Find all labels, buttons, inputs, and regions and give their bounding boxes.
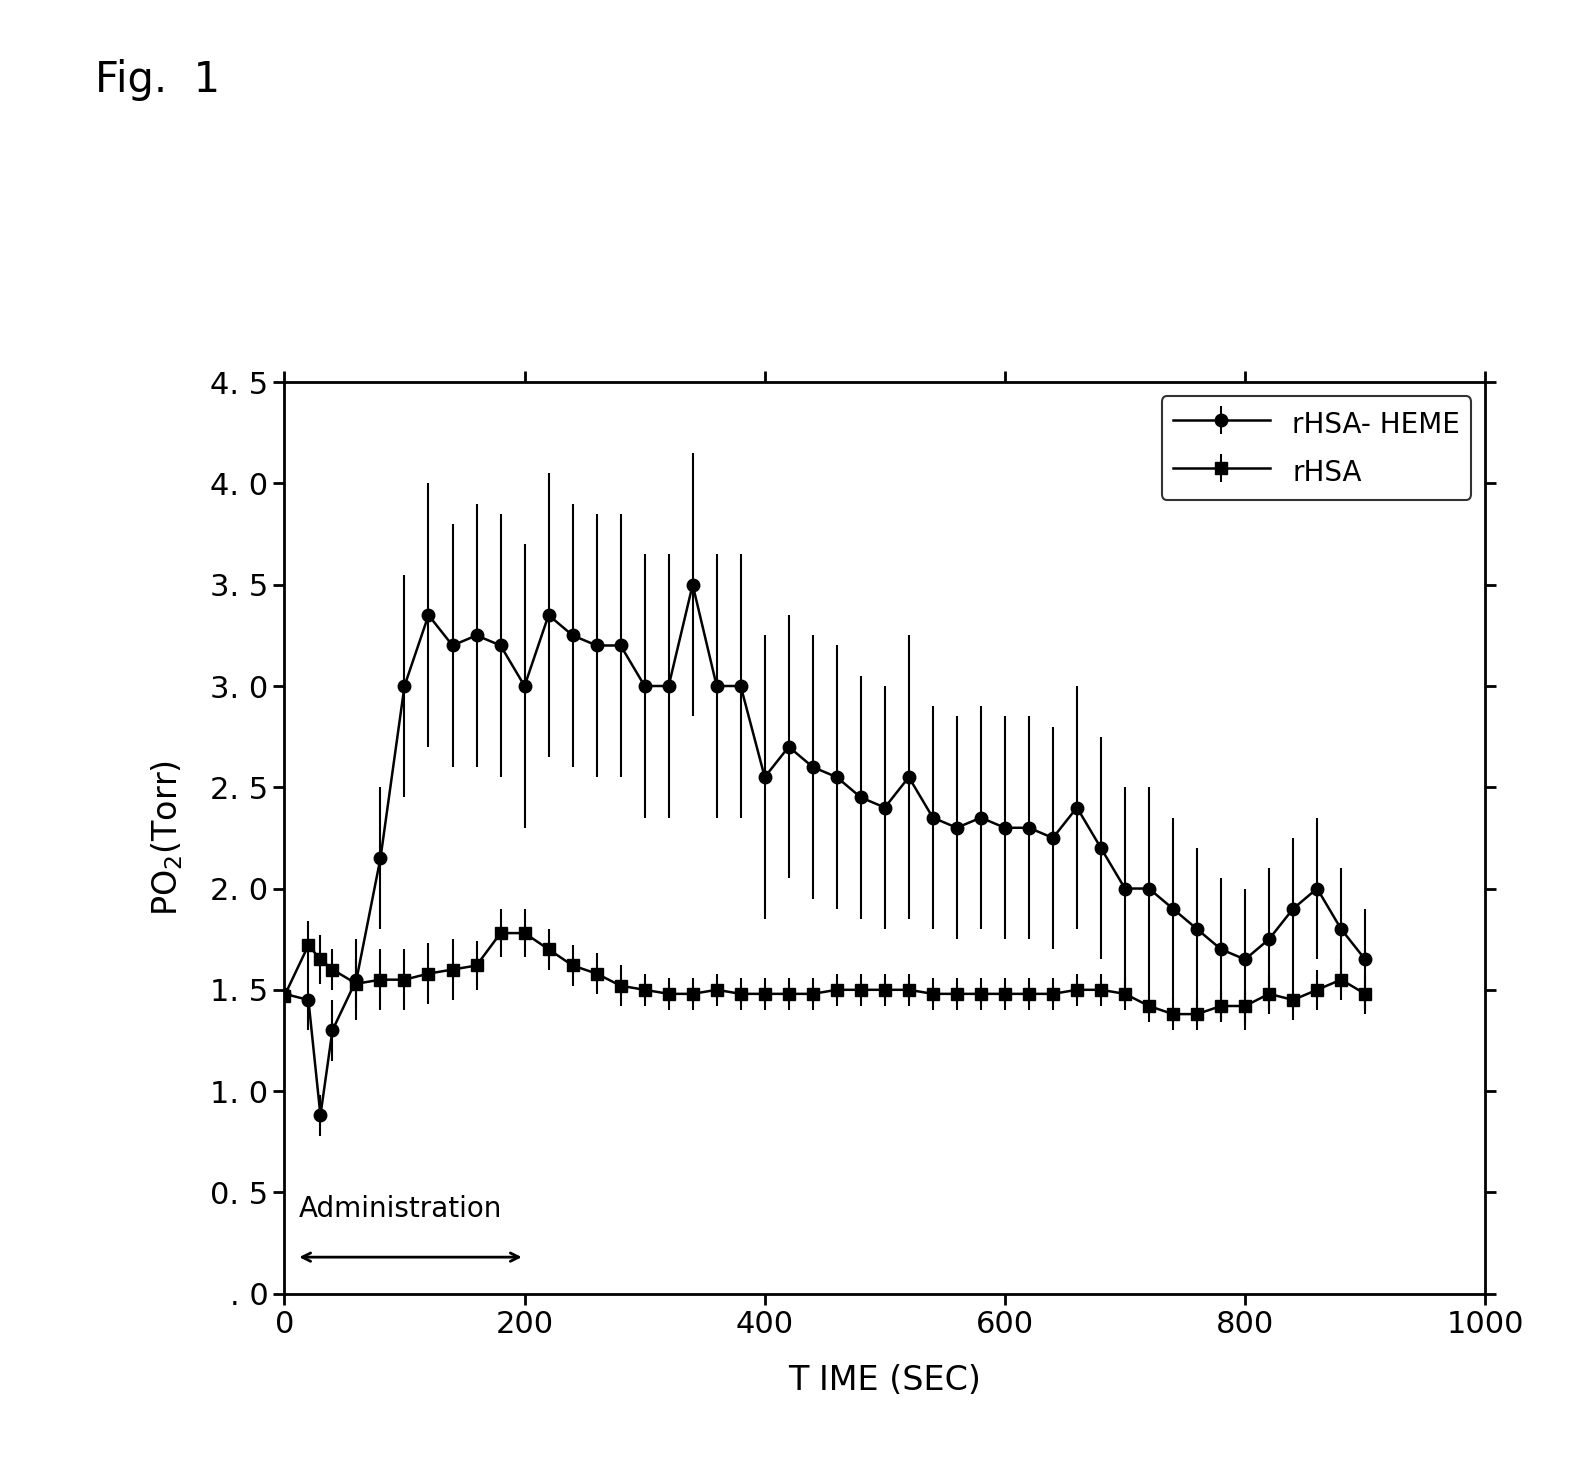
Text: Administration: Administration	[299, 1195, 502, 1223]
X-axis label: T IME (SEC): T IME (SEC)	[788, 1364, 981, 1396]
Legend: rHSA- HEME, rHSA: rHSA- HEME, rHSA	[1161, 395, 1471, 500]
Y-axis label: $\mathregular{PO_2}$(Torr): $\mathregular{PO_2}$(Torr)	[150, 760, 185, 916]
Text: Fig.  1: Fig. 1	[95, 59, 220, 101]
